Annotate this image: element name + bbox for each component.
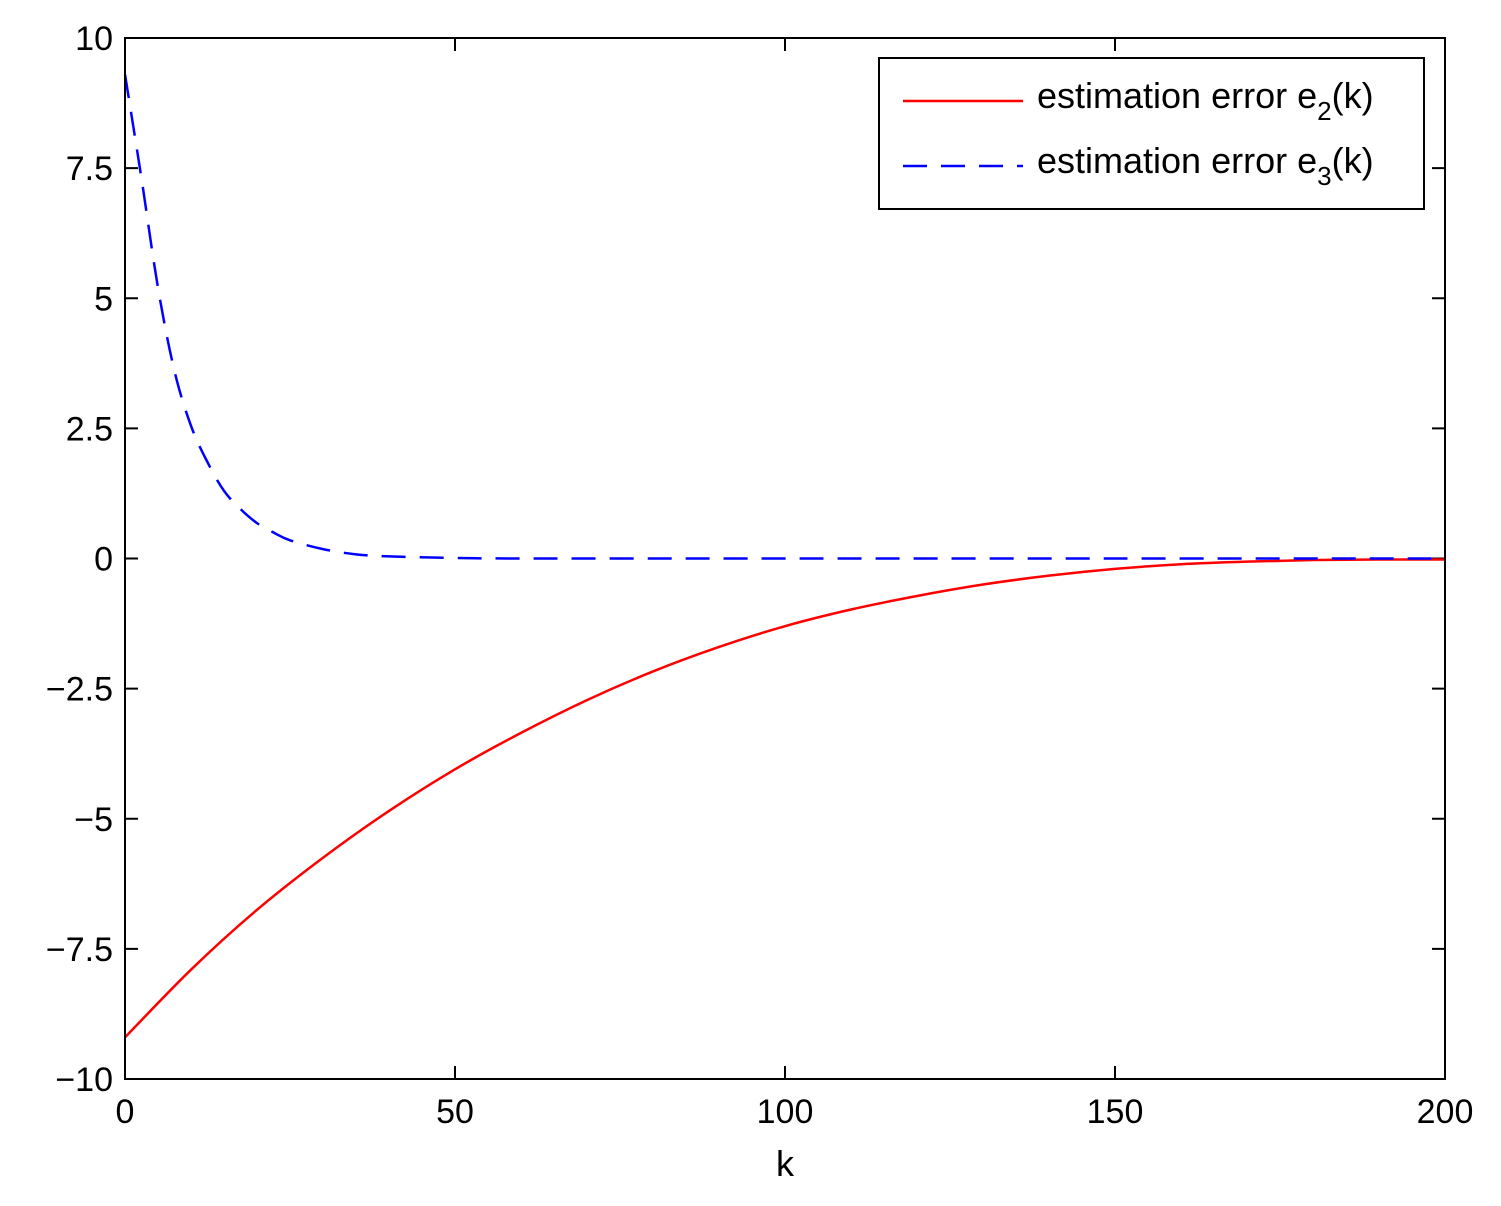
y-tick-label: 10 (75, 20, 113, 58)
y-tick-label: −10 (55, 1061, 113, 1099)
legend-label-e2-subscript: 2 (1317, 96, 1331, 126)
y-tick-label: 0 (94, 541, 113, 579)
legend-label-e2-suffix: (k) (1332, 75, 1374, 116)
legend-label-e2-text: estimation error e (1037, 75, 1317, 116)
series-line-e2 (124, 558, 1446, 1039)
legend: estimation error e2(k) estimation error … (878, 57, 1425, 210)
series-line-e3 (123, 74, 1445, 560)
y-tick-label: 5 (94, 280, 113, 318)
x-tick-label: 150 (1087, 1093, 1144, 1131)
legend-label-e3-suffix: (k) (1332, 140, 1374, 181)
x-tick-label: 200 (1417, 1093, 1474, 1131)
x-axis-label: k (776, 1143, 795, 1184)
y-tick-label: −7.5 (46, 931, 113, 969)
plot-frame (124, 37, 1446, 1080)
legend-label-e3-subscript: 3 (1317, 161, 1331, 191)
legend-label-e3: estimation error e3(k) (1037, 140, 1374, 191)
x-tick-label: 50 (436, 1093, 474, 1131)
legend-box (878, 57, 1425, 210)
legend-label-e3-text: estimation error e (1037, 140, 1317, 181)
tick-labels-layer: 0 50 100 150 200 −10 −7.5 −5 −2.5 0 2.5 5 7.5 10 (46, 20, 1473, 1131)
x-tick-label: 0 (116, 1093, 135, 1131)
y-tick-label: −5 (74, 801, 113, 839)
y-tick-label: 7.5 (66, 150, 113, 188)
x-tick-label: 100 (757, 1093, 814, 1131)
series-layer (123, 74, 1446, 1039)
y-tick-label: −2.5 (46, 671, 113, 709)
legend-label-e2: estimation error e2(k) (1037, 75, 1374, 126)
y-tick-label: 2.5 (66, 410, 113, 448)
